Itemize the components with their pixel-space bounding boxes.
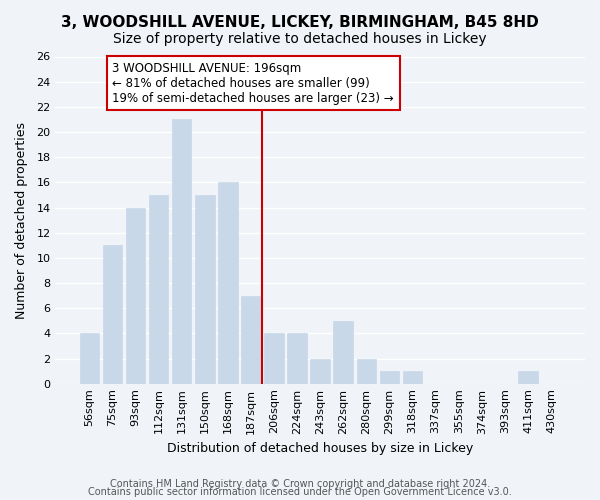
Bar bbox=[103, 246, 122, 384]
Bar bbox=[518, 371, 538, 384]
Bar bbox=[334, 321, 353, 384]
Bar bbox=[310, 358, 330, 384]
Text: 3 WOODSHILL AVENUE: 196sqm
← 81% of detached houses are smaller (99)
19% of semi: 3 WOODSHILL AVENUE: 196sqm ← 81% of deta… bbox=[112, 62, 394, 104]
Text: Contains HM Land Registry data © Crown copyright and database right 2024.: Contains HM Land Registry data © Crown c… bbox=[110, 479, 490, 489]
Bar bbox=[218, 182, 238, 384]
Bar bbox=[195, 195, 215, 384]
Bar bbox=[264, 334, 284, 384]
Bar bbox=[356, 358, 376, 384]
Text: 3, WOODSHILL AVENUE, LICKEY, BIRMINGHAM, B45 8HD: 3, WOODSHILL AVENUE, LICKEY, BIRMINGHAM,… bbox=[61, 15, 539, 30]
Bar bbox=[403, 371, 422, 384]
Text: Contains public sector information licensed under the Open Government Licence v3: Contains public sector information licen… bbox=[88, 487, 512, 497]
Text: Size of property relative to detached houses in Lickey: Size of property relative to detached ho… bbox=[113, 32, 487, 46]
Bar bbox=[80, 334, 99, 384]
Bar bbox=[149, 195, 169, 384]
Bar bbox=[172, 120, 191, 384]
Bar bbox=[380, 371, 400, 384]
Y-axis label: Number of detached properties: Number of detached properties bbox=[15, 122, 28, 318]
Bar bbox=[125, 208, 145, 384]
Bar bbox=[241, 296, 261, 384]
Bar bbox=[287, 334, 307, 384]
X-axis label: Distribution of detached houses by size in Lickey: Distribution of detached houses by size … bbox=[167, 442, 473, 455]
